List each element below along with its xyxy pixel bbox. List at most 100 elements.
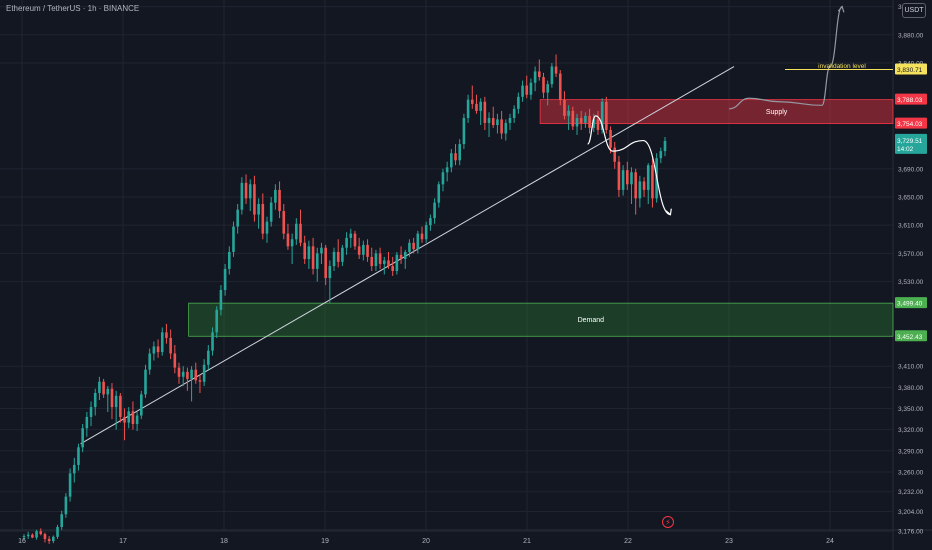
candle xyxy=(387,260,390,267)
candle xyxy=(399,254,403,260)
time-tick-label: 23 xyxy=(725,538,733,545)
candle xyxy=(525,85,529,95)
candle xyxy=(93,392,97,408)
candle xyxy=(253,184,256,215)
candle xyxy=(282,211,286,234)
candle xyxy=(374,253,378,267)
candle xyxy=(236,209,239,227)
price-badge xyxy=(895,117,927,129)
candle xyxy=(487,117,491,123)
candle xyxy=(395,254,399,271)
candle xyxy=(353,233,357,247)
candle xyxy=(81,428,84,448)
candle xyxy=(533,71,537,83)
candle xyxy=(605,101,608,130)
candle xyxy=(181,371,185,377)
candle xyxy=(504,122,508,134)
price-tick-label: 3,260.00 xyxy=(898,469,924,476)
chart-symbol-title: Ethereum / TetherUS · 1h · BINANCE xyxy=(6,4,140,13)
candle xyxy=(403,251,407,260)
candle xyxy=(77,447,80,465)
time-tick-label: 24 xyxy=(826,538,834,545)
candle xyxy=(31,534,34,538)
time-tick-label: 17 xyxy=(119,538,127,545)
candle xyxy=(458,144,462,161)
price-tick-label: 3,204.00 xyxy=(898,509,924,516)
time-tick-label: 20 xyxy=(422,538,430,545)
candle xyxy=(416,233,420,250)
candle xyxy=(303,242,306,260)
candle xyxy=(295,223,298,240)
candle xyxy=(391,266,394,271)
candle xyxy=(345,237,348,248)
candle xyxy=(651,165,654,199)
candle xyxy=(114,395,118,408)
candle xyxy=(470,99,474,104)
candle xyxy=(202,364,206,382)
candle xyxy=(43,534,47,539)
price-badge-label: 3,754.03 xyxy=(897,121,923,128)
candle xyxy=(320,247,323,254)
candle xyxy=(370,256,374,267)
price-tick-label: 3,880.00 xyxy=(898,32,924,39)
candle xyxy=(165,332,168,338)
candle xyxy=(341,247,344,262)
current-price-badge xyxy=(895,133,927,154)
candles xyxy=(22,54,667,544)
price-tick-label: 3,610.00 xyxy=(898,223,924,230)
price-tick-label: 3,350.00 xyxy=(898,406,924,413)
candle xyxy=(60,514,64,527)
current-price-label: 3,729.51 xyxy=(897,138,923,145)
candle xyxy=(646,165,650,190)
demand-label: Demand xyxy=(578,317,605,324)
candle xyxy=(600,101,604,130)
grid xyxy=(0,0,893,532)
candle xyxy=(596,119,600,130)
candle xyxy=(123,416,126,423)
demand-zone xyxy=(188,302,894,337)
candle xyxy=(26,534,30,537)
candle xyxy=(437,184,441,203)
candle xyxy=(68,473,72,497)
currency-button[interactable]: USDT xyxy=(902,3,926,18)
candle xyxy=(617,161,621,190)
candle xyxy=(349,233,353,238)
candle xyxy=(663,140,667,152)
candle xyxy=(475,103,478,111)
candle xyxy=(592,119,596,128)
candle xyxy=(496,119,499,126)
supply-zone xyxy=(539,99,894,125)
candle xyxy=(240,182,244,210)
candle xyxy=(634,172,637,199)
candle xyxy=(357,246,361,255)
candle xyxy=(542,77,545,93)
price-badge xyxy=(895,297,927,309)
lightning-icon[interactable]: ⚡ xyxy=(662,516,674,528)
candle xyxy=(47,538,51,542)
price-tick-label: 3,290.00 xyxy=(898,448,924,455)
candle xyxy=(378,253,382,264)
candle xyxy=(22,536,26,538)
candle xyxy=(571,110,575,127)
candle xyxy=(563,99,566,116)
candle xyxy=(311,246,315,269)
candle xyxy=(215,309,219,333)
candle xyxy=(265,221,269,234)
candle xyxy=(278,189,281,212)
time-tick-label: 18 xyxy=(220,538,228,545)
candle xyxy=(148,353,151,370)
bullish-path-arrowhead xyxy=(837,5,845,13)
candle xyxy=(244,182,248,199)
price-badge xyxy=(895,93,927,105)
candle xyxy=(160,332,164,353)
candle xyxy=(424,225,428,240)
candle xyxy=(638,181,642,199)
candle xyxy=(186,371,189,379)
candle xyxy=(173,353,177,368)
candle xyxy=(131,411,135,425)
candle xyxy=(500,119,503,134)
supply-label: Supply xyxy=(766,109,788,116)
candle xyxy=(110,388,114,408)
candle xyxy=(156,346,160,353)
